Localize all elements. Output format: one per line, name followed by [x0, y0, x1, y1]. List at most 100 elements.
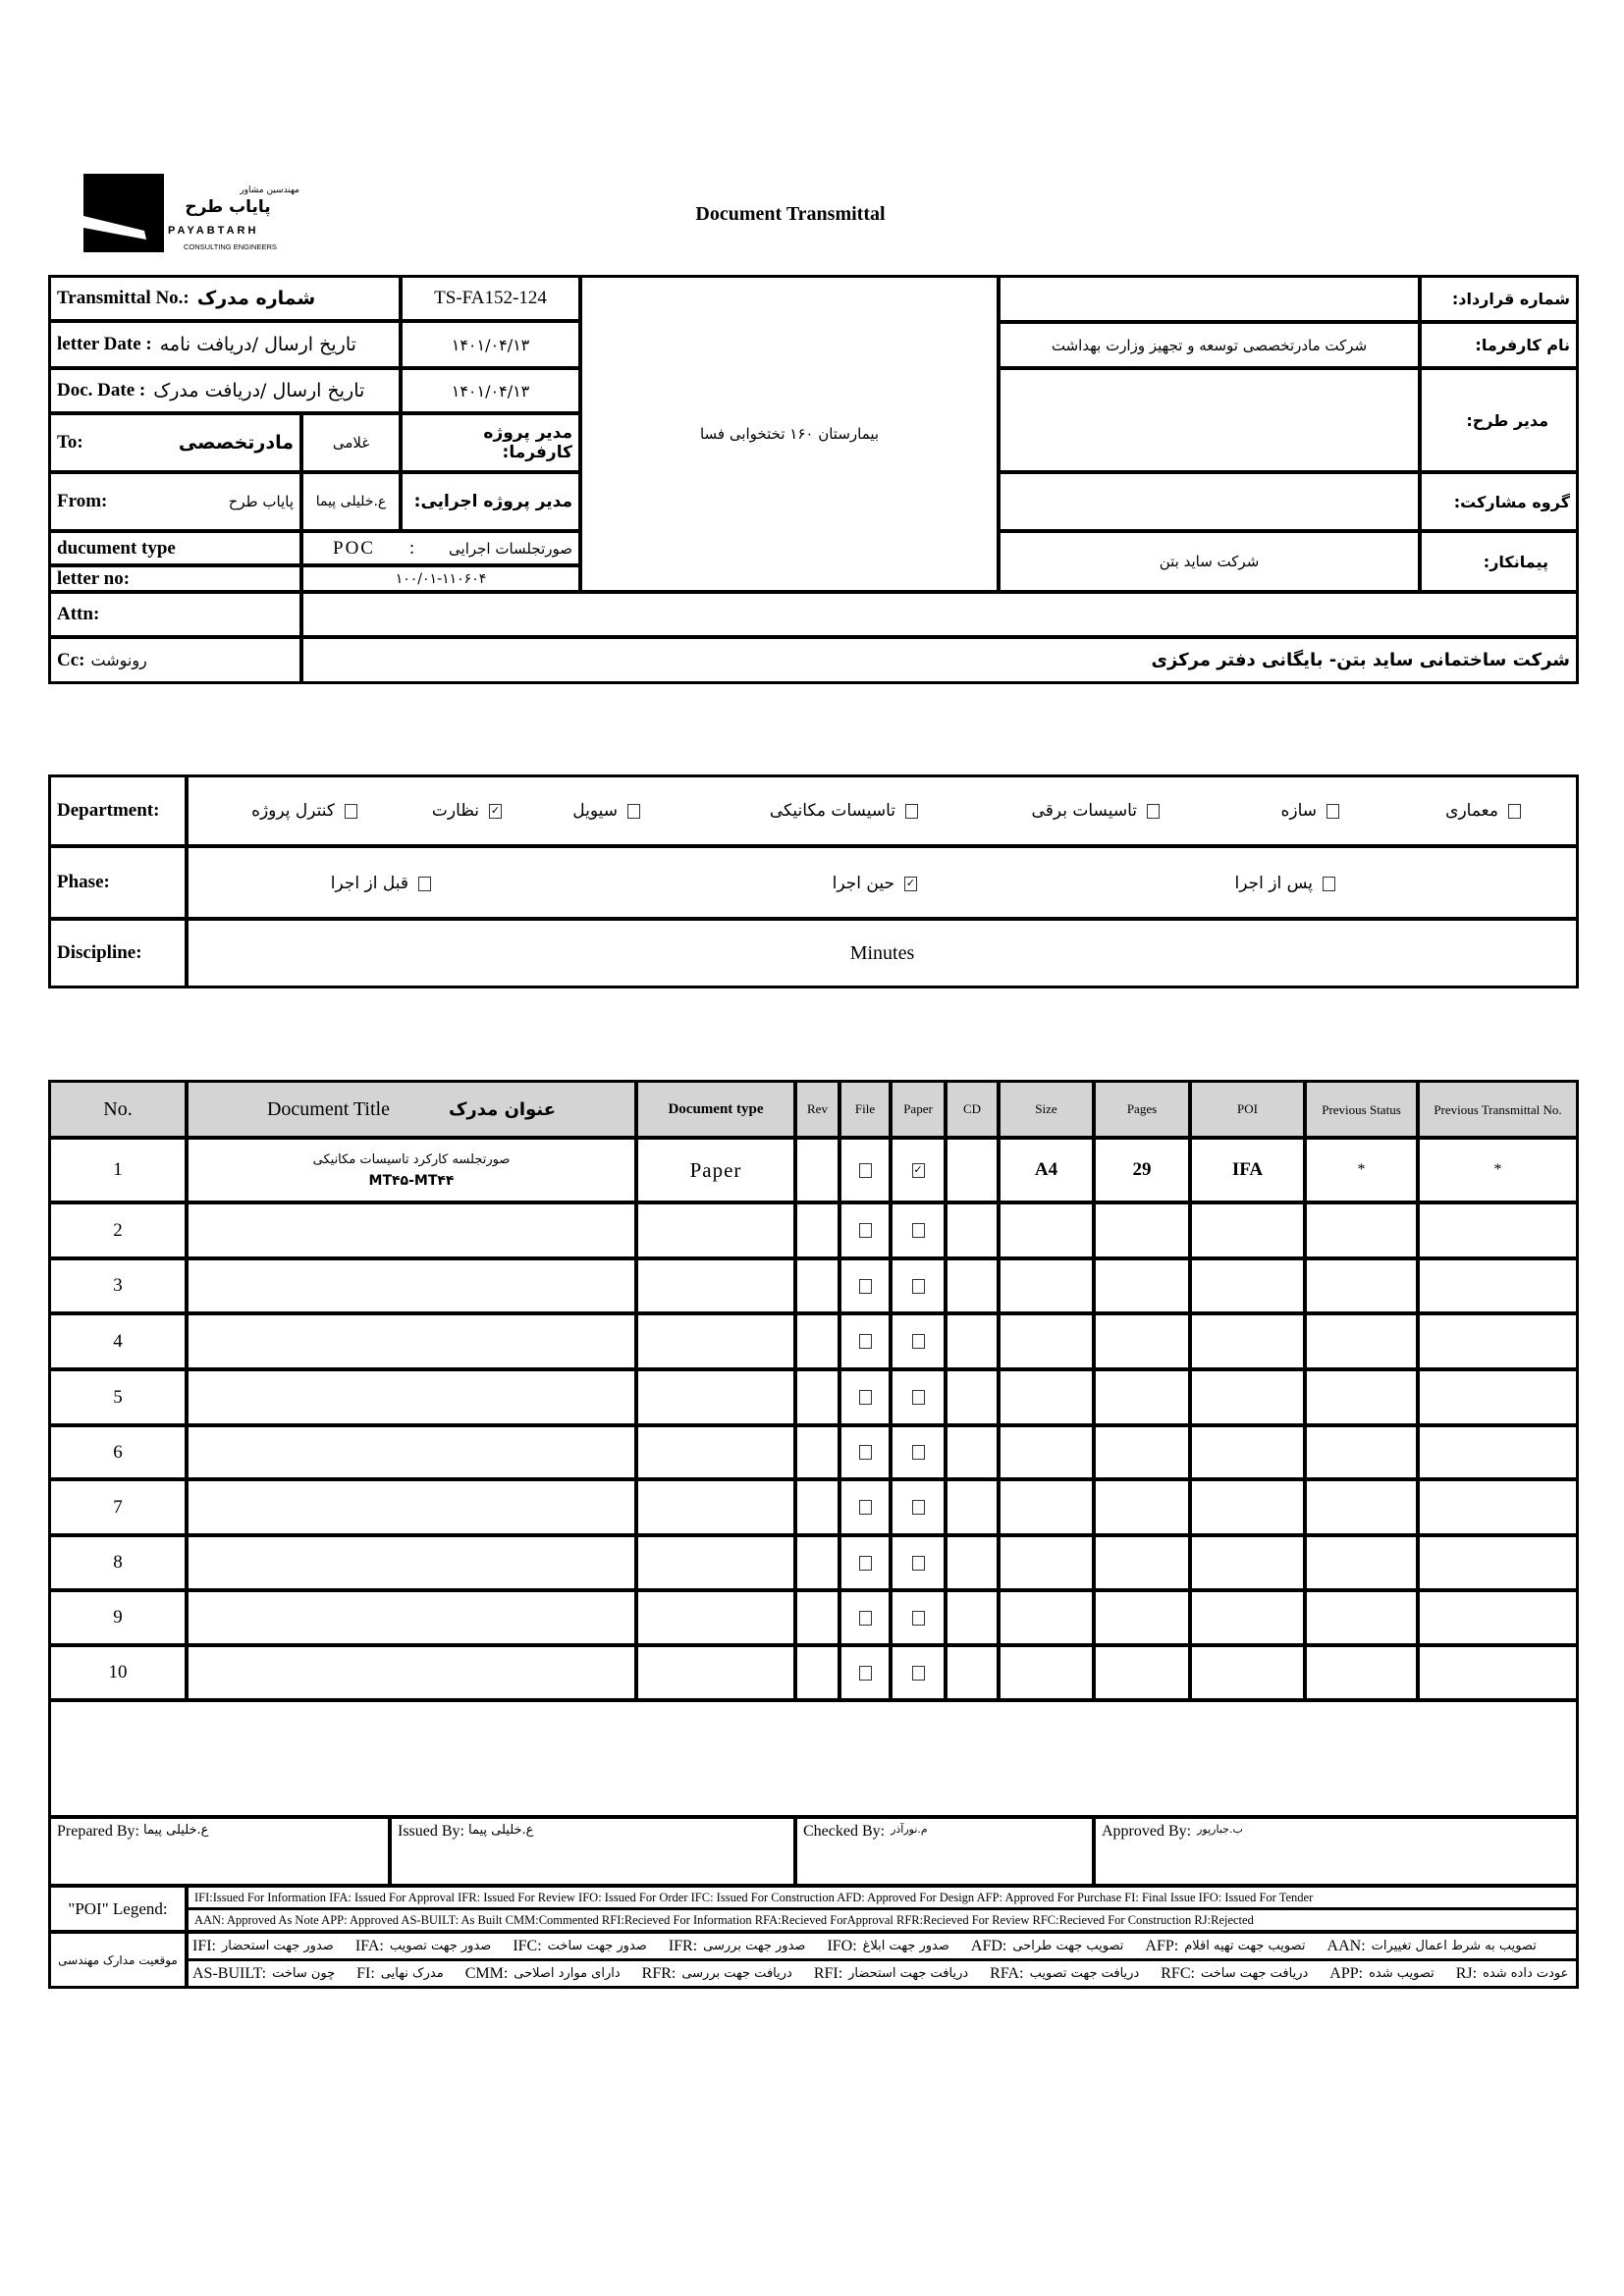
- status-legend-item: RFA: دریافت جهت تصویب: [990, 1965, 1139, 1983]
- phase-option[interactable]: قبل از اجرا: [331, 874, 431, 893]
- file-checkbox[interactable]: [858, 1555, 872, 1571]
- cell-pages: [1094, 1645, 1190, 1700]
- cell-rev: [795, 1258, 839, 1313]
- paper-checkbox[interactable]: [911, 1555, 925, 1571]
- department-option[interactable]: سیویل: [572, 801, 640, 821]
- cell-title: [187, 1313, 636, 1369]
- status-meaning: صدور جهت ساخت: [547, 1939, 647, 1953]
- department-option-label: تاسیسات مکانیکی: [769, 801, 895, 821]
- file-checkbox[interactable]: [858, 1278, 872, 1294]
- status-legend-item: RFR: دریافت جهت بررسی: [642, 1965, 792, 1983]
- department-checkbox[interactable]: [627, 803, 640, 819]
- status-code: RFA:: [990, 1964, 1024, 1982]
- column-header-poi: POI: [1190, 1081, 1305, 1138]
- paper-checkbox[interactable]: [911, 1223, 925, 1238]
- cell-file: [839, 1535, 891, 1590]
- cell-title: [187, 1369, 636, 1425]
- cell-prev-status: [1305, 1202, 1418, 1258]
- doc-type-separator: :: [408, 537, 415, 559]
- department-option[interactable]: تاسیسات برقی: [1032, 801, 1160, 821]
- column-header-prev-transmittal: Previous Transmittal No.: [1418, 1081, 1578, 1138]
- exec-pm-value: ع.خلیلی پیما: [301, 472, 401, 531]
- file-checkbox[interactable]: [858, 1665, 872, 1681]
- status-code: AFP:: [1145, 1937, 1179, 1954]
- paper-checkbox[interactable]: [911, 1278, 925, 1294]
- cell-paper: ✓: [891, 1138, 946, 1202]
- column-header-doc-type: Document type: [636, 1081, 795, 1138]
- file-checkbox[interactable]: [858, 1162, 872, 1178]
- paper-checkbox[interactable]: [911, 1500, 925, 1515]
- cell-pages: [1094, 1535, 1190, 1590]
- paper-checkbox[interactable]: [911, 1334, 925, 1349]
- paper-checkbox[interactable]: [911, 1610, 925, 1626]
- status-legend-row-2: AS-BUILT: چون ساخت FI: مدرک نهایی CMM: دارای …: [187, 1959, 1578, 1988]
- department-option[interactable]: تاسیسات مکانیکی: [770, 801, 918, 821]
- department-option[interactable]: معماری: [1445, 801, 1521, 821]
- status-meaning: عودت داده شده: [1483, 1966, 1569, 1981]
- department-option-label: نظارت: [431, 801, 479, 821]
- phase-checkbox[interactable]: ✓: [904, 876, 917, 891]
- employer-value: شرکت مادرتخصصی توسعه و تجهیز وزارت بهداش…: [999, 322, 1420, 368]
- file-checkbox[interactable]: [858, 1445, 872, 1460]
- cell-title: [187, 1479, 636, 1535]
- paper-checkbox[interactable]: [911, 1665, 925, 1681]
- department-checkbox[interactable]: [1326, 803, 1339, 819]
- department-checkbox[interactable]: ✓: [489, 803, 502, 819]
- cell-doc-type: [636, 1258, 795, 1313]
- department-checkbox[interactable]: [1508, 803, 1521, 819]
- department-checkbox[interactable]: [1147, 803, 1160, 819]
- status-code: RFI:: [813, 1964, 843, 1982]
- logo-mark-icon: [83, 174, 164, 252]
- paper-checkbox[interactable]: ✓: [911, 1162, 925, 1178]
- department-option[interactable]: نظارت ✓: [432, 801, 502, 821]
- department-option[interactable]: کنترل پروژه: [251, 801, 357, 821]
- cell-doc-type: [636, 1479, 795, 1535]
- file-checkbox[interactable]: [858, 1610, 872, 1626]
- cell-poi: [1190, 1369, 1305, 1425]
- from-value: پایاب طرح: [228, 493, 294, 510]
- cell-prev-status: [1305, 1479, 1418, 1535]
- file-checkbox[interactable]: [858, 1334, 872, 1349]
- cell-size: [999, 1369, 1094, 1425]
- department-option[interactable]: سازه: [1280, 801, 1339, 821]
- client-pm-value: غلامی: [301, 413, 401, 472]
- status-code: IFO:: [827, 1937, 857, 1954]
- cell-poi: [1190, 1645, 1305, 1700]
- column-header-file: File: [839, 1081, 891, 1138]
- page-title: Document Transmittal: [695, 203, 886, 225]
- phase-option-label: حین اجرا: [832, 874, 894, 893]
- status-legend-item: AFP: تصویب جهت تهیه اقلام: [1145, 1938, 1305, 1955]
- status-legend-item: AS-BUILT: چون ساخت: [192, 1965, 335, 1983]
- cell-prev-status: [1305, 1645, 1418, 1700]
- to-label: To:: [57, 432, 83, 453]
- phase-checkbox[interactable]: [418, 876, 431, 891]
- file-checkbox[interactable]: [858, 1390, 872, 1405]
- remarks-area: [49, 1700, 1578, 1817]
- phase-option[interactable]: پس از اجرا: [1235, 874, 1335, 893]
- department-checkbox[interactable]: [905, 803, 918, 819]
- issued-by-label: Issued By:: [398, 1823, 464, 1840]
- department-option-label: سازه: [1280, 801, 1317, 821]
- cell-size: A4: [999, 1138, 1094, 1202]
- doc-type-code: POC: [333, 537, 375, 559]
- paper-checkbox[interactable]: [911, 1390, 925, 1405]
- department-checkbox[interactable]: [345, 803, 357, 819]
- paper-checkbox[interactable]: [911, 1445, 925, 1460]
- phase-option[interactable]: حین اجرا ✓: [833, 874, 917, 893]
- phase-checkbox[interactable]: [1323, 876, 1335, 891]
- cell-poi: [1190, 1535, 1305, 1590]
- file-checkbox[interactable]: [858, 1223, 872, 1238]
- cell-prev-transmittal: [1418, 1535, 1578, 1590]
- file-checkbox[interactable]: [858, 1500, 872, 1515]
- status-code: IFR:: [668, 1937, 698, 1954]
- letter-date-value: ۱۴۰۱/۰۴/۱۳: [401, 321, 580, 368]
- cell-doc-type: [636, 1202, 795, 1258]
- transmittal-label-fa: شماره مدرک: [196, 288, 316, 309]
- phase-label: Phase:: [49, 846, 187, 919]
- cell-file: [839, 1369, 891, 1425]
- company-logo: مهندسین مشاور پایاب طرح PAYABTARH CONSUL…: [83, 174, 299, 256]
- letter-no-value: ۱۰۰/۰۱-۱۱۰۶۰۴: [301, 565, 580, 592]
- partnership-value: [999, 472, 1420, 531]
- doc-date-label: Doc. Date : تاریخ ارسال /دریافت مدرک: [49, 368, 401, 413]
- logo-brand: PAYABTARH: [168, 225, 259, 237]
